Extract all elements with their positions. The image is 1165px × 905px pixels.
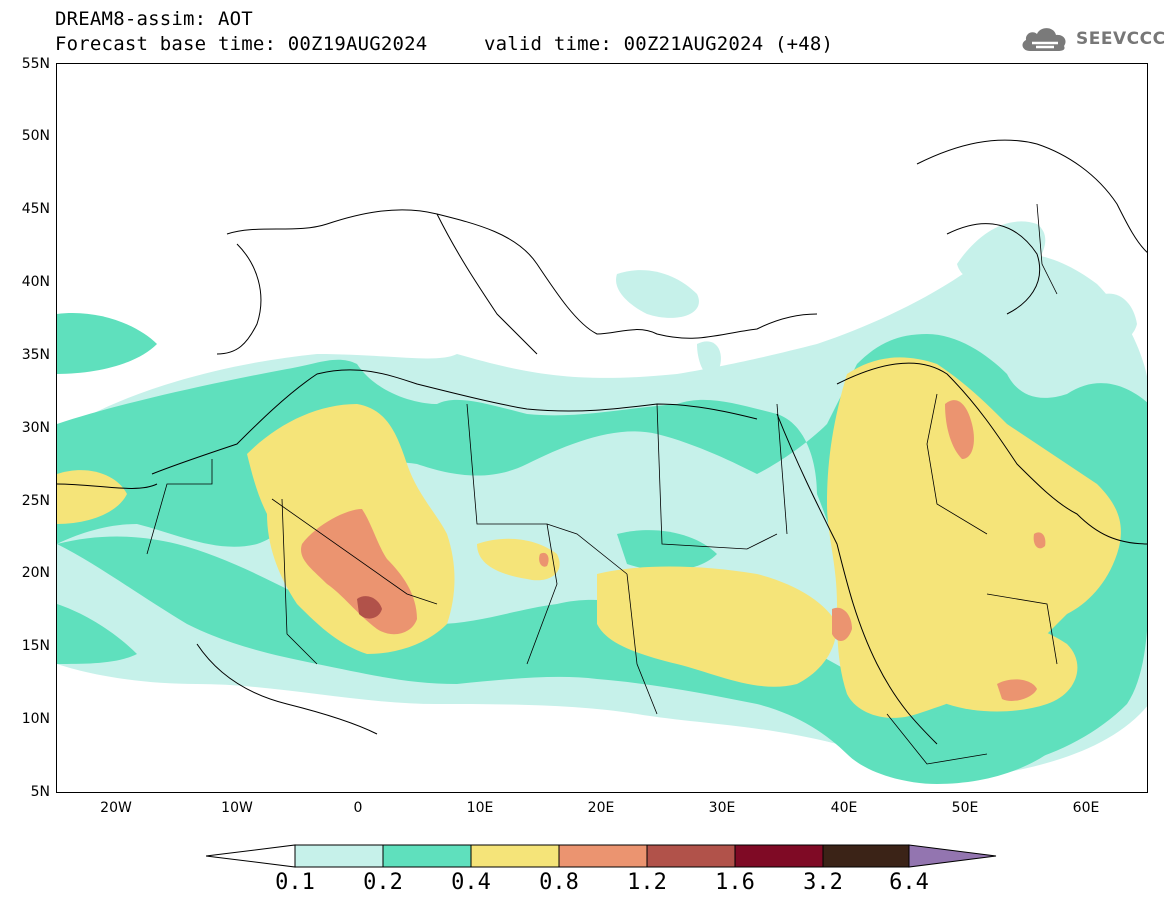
- title-base-time: Forecast base time: 00Z19AUG2024: [55, 33, 428, 55]
- colorbar-low-arrow: [206, 844, 296, 868]
- coastlines: [57, 139, 1147, 745]
- colorbar-label: 3.2: [803, 870, 843, 895]
- map-canvas: [57, 139, 1147, 784]
- lon-label: 20W: [100, 800, 132, 816]
- aot-map: [56, 63, 1148, 793]
- colorbar-label: 0.4: [451, 870, 491, 895]
- lat-label: 25N: [21, 493, 50, 509]
- colorbar-label: 1.2: [627, 870, 667, 895]
- lat-label: 15N: [21, 638, 50, 654]
- country-borders: [146, 203, 1058, 765]
- colorbar-segment: [646, 844, 736, 868]
- lat-label: 35N: [21, 347, 50, 363]
- colorbar-segment: [558, 844, 648, 868]
- lat-label: 20N: [21, 565, 50, 581]
- lon-label: 30E: [708, 800, 736, 816]
- colorbar-high-arrow: [908, 844, 997, 868]
- lat-label: 5N: [30, 784, 50, 800]
- colorbar-segment: [822, 844, 910, 868]
- colorbar-segment: [470, 844, 560, 868]
- lat-label: 55N: [21, 56, 50, 72]
- lon-label: 60E: [1072, 800, 1100, 816]
- colorbar-label: 6.4: [889, 870, 929, 895]
- lat-label: 45N: [21, 201, 50, 217]
- lon-label: 0: [353, 800, 363, 816]
- lat-label: 50N: [21, 128, 50, 144]
- colorbar-segment: [734, 844, 824, 868]
- logo-text: SEEVCCC: [1076, 29, 1165, 49]
- lon-label: 40E: [830, 800, 858, 816]
- lon-label: 20E: [587, 800, 615, 816]
- lon-label: 10E: [466, 800, 494, 816]
- lat-label: 30N: [21, 420, 50, 436]
- title-valid-time: valid time: 00Z21AUG2024 (+48): [484, 33, 834, 55]
- aot-level-1-2: [357, 596, 382, 619]
- lon-label: 10W: [221, 800, 253, 816]
- colorbar-segment: [294, 844, 384, 868]
- colorbar-segment: [382, 844, 472, 868]
- colorbar-label: 0.1: [275, 870, 315, 895]
- colorbar-label: 1.6: [715, 870, 755, 895]
- logo: SEEVCCC: [1018, 22, 1165, 56]
- lon-label: 50E: [951, 800, 979, 816]
- lat-label: 10N: [21, 711, 50, 727]
- colorbar: [206, 844, 997, 868]
- title-model: DREAM8-assim: AOT: [55, 8, 253, 30]
- lat-label: 40N: [21, 274, 50, 290]
- colorbar-label: 0.8: [539, 870, 579, 895]
- colorbar-label: 0.2: [363, 870, 403, 895]
- cloud-icon: [1022, 28, 1066, 51]
